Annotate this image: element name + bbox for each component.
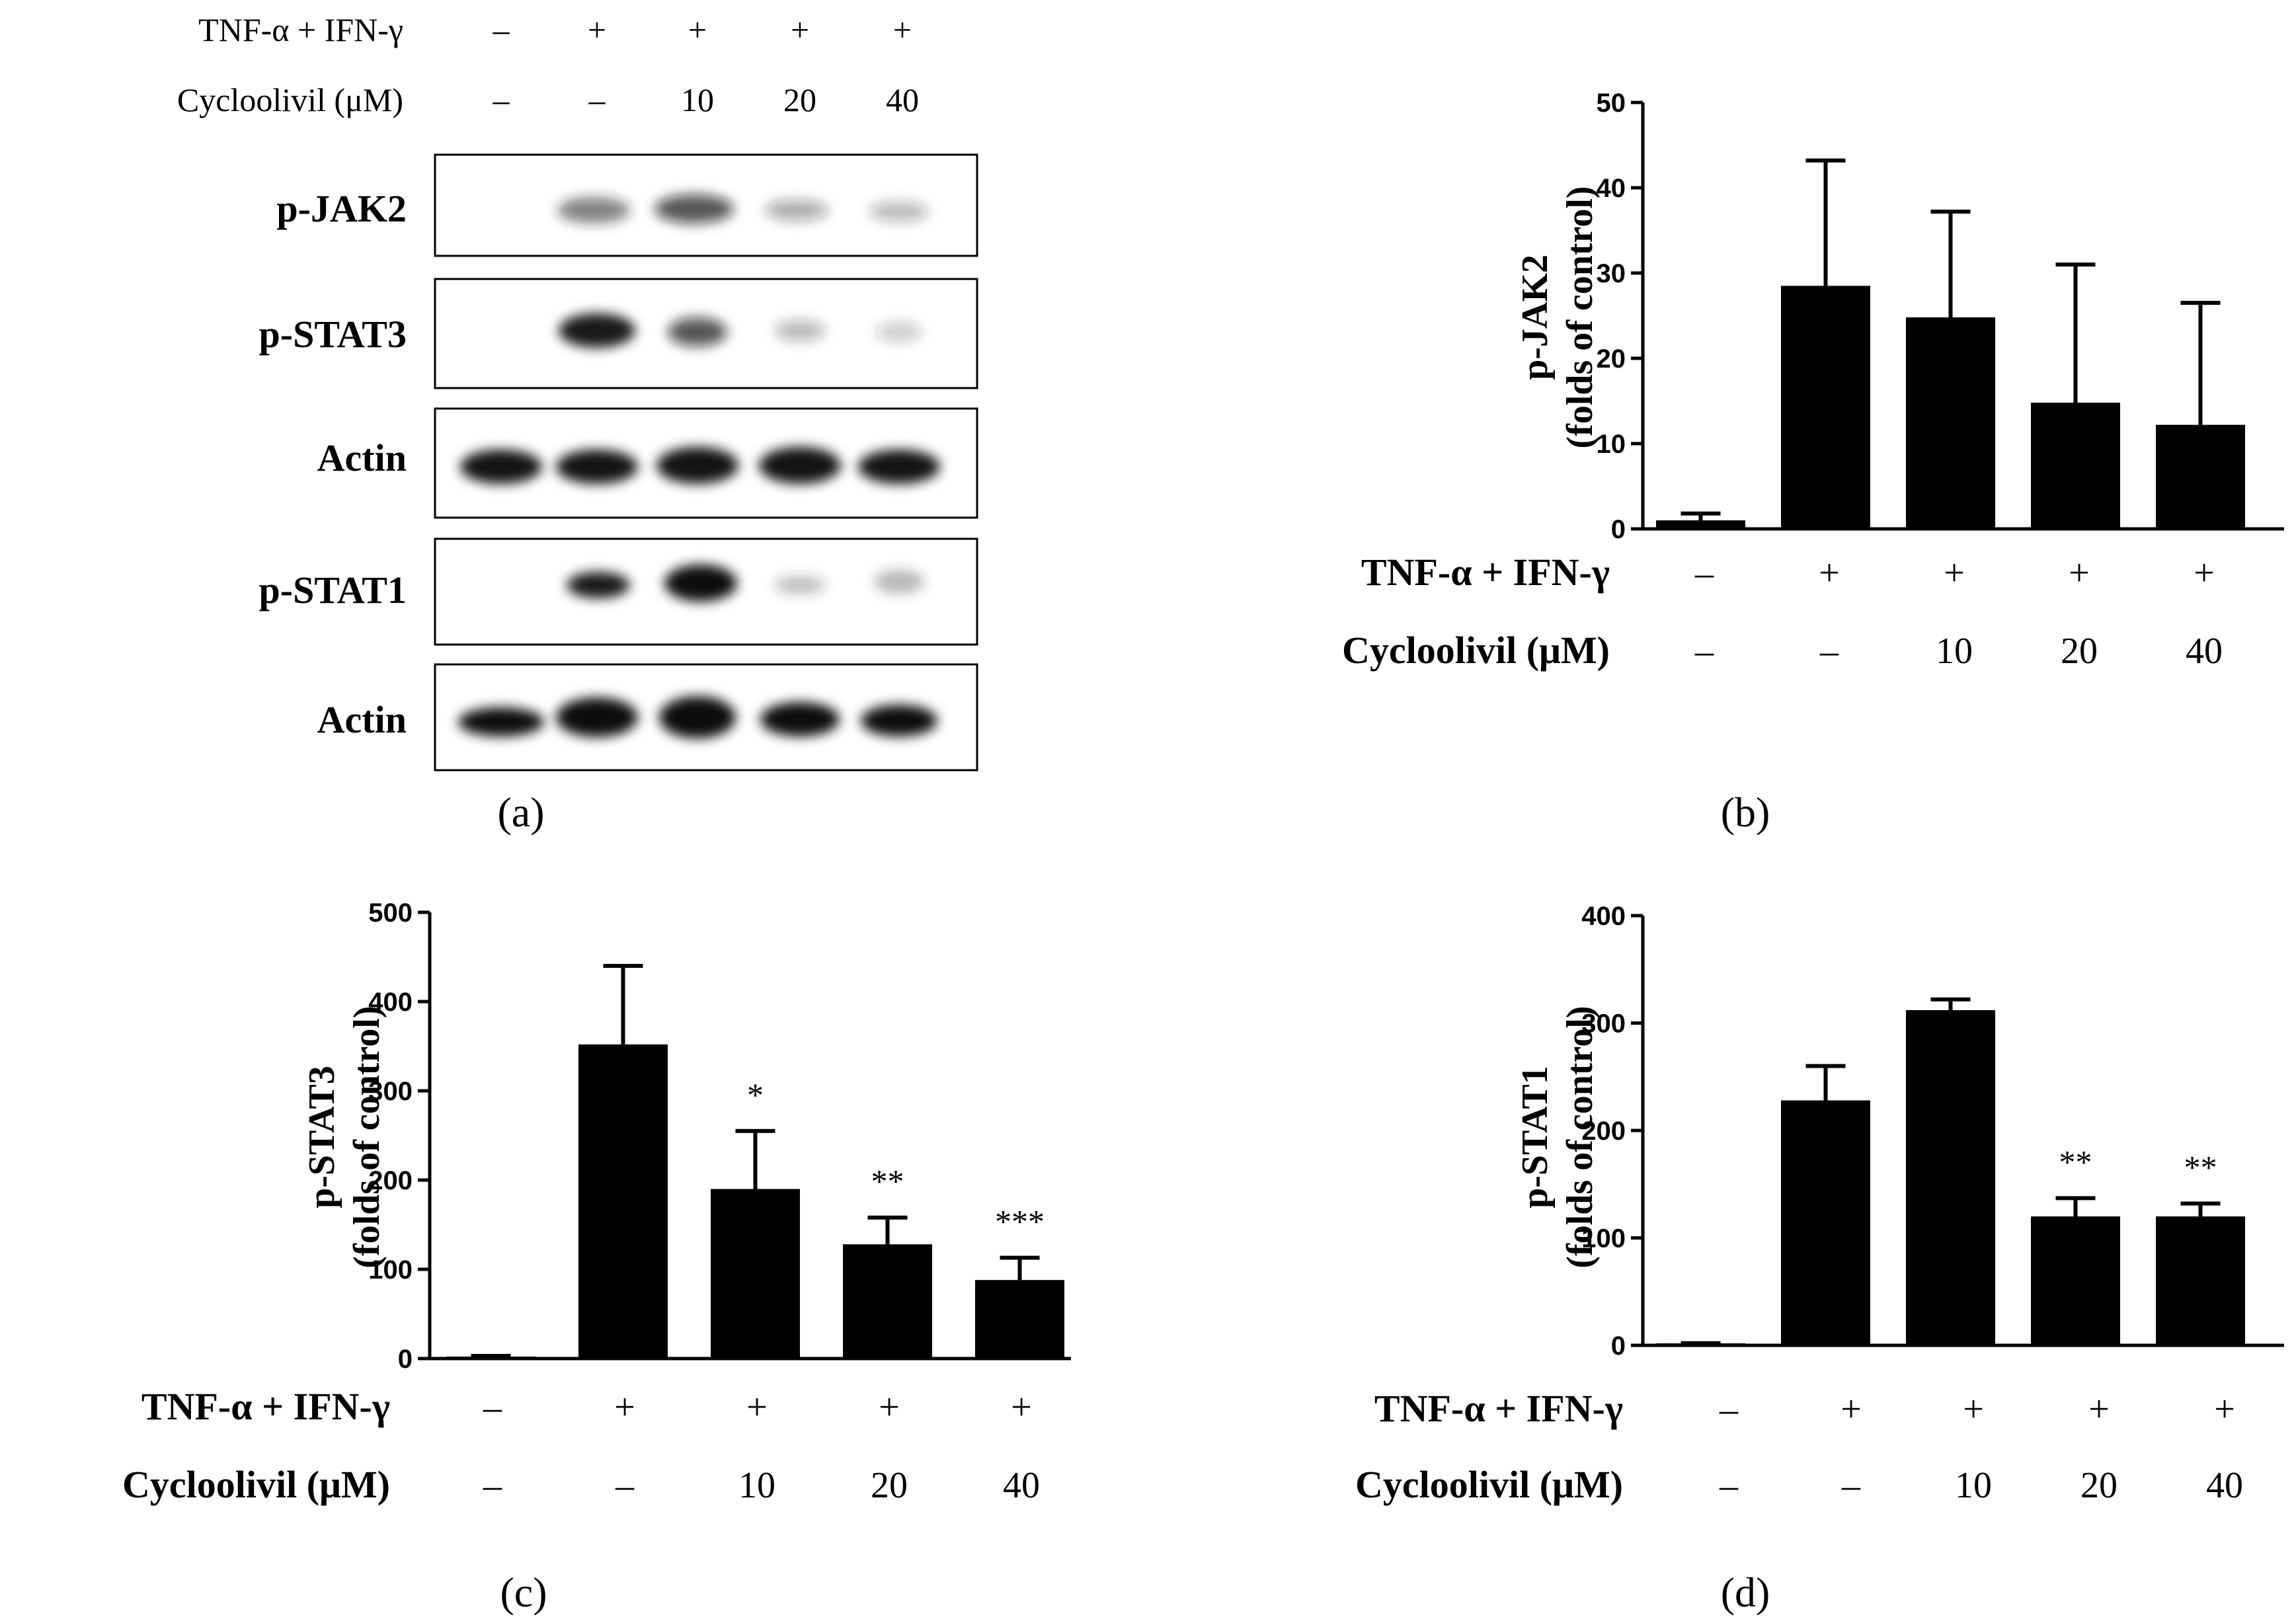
blot-band <box>567 572 630 598</box>
blot-dose-value: – <box>493 81 510 118</box>
blot-row-label: p-STAT3 <box>259 313 407 356</box>
blot-band <box>460 450 542 484</box>
blot-treatment-value: + <box>893 11 912 48</box>
blot-dose-value: 40 <box>886 81 919 118</box>
blot-band <box>559 313 635 348</box>
blot-band <box>775 320 825 341</box>
blot-dose-label: Cycloolivil (μM) <box>177 81 403 118</box>
blot-band <box>659 696 736 738</box>
blot-dose-value: 20 <box>783 81 816 118</box>
blot-band <box>458 707 544 736</box>
blot-row-label: p-STAT1 <box>259 569 407 612</box>
blot-band <box>654 194 734 223</box>
blot-treatment-label: TNF-α + IFN-γ <box>198 11 403 48</box>
blot-treatment-value: + <box>791 11 809 48</box>
panel-label-a: (a) <box>497 789 544 836</box>
blot-band <box>765 200 828 221</box>
blot-row-label: Actin <box>317 436 407 479</box>
blot-band <box>656 447 738 484</box>
blot-band <box>664 565 737 602</box>
blot-band <box>861 705 937 736</box>
blot-band <box>760 702 840 736</box>
blot-band <box>876 322 922 342</box>
blot-band <box>557 197 630 223</box>
blot-band <box>556 450 638 484</box>
blot-row-label: Actin <box>317 698 407 741</box>
blot-band <box>556 697 638 737</box>
blot-band <box>775 576 825 594</box>
blot-dose-value: 10 <box>681 81 714 118</box>
blot-band <box>759 447 841 484</box>
blot-row-label: p-JAK2 <box>276 187 407 230</box>
blot-treatment-value: + <box>588 11 606 48</box>
blot-band <box>869 202 929 221</box>
blot-band <box>668 317 727 346</box>
blot-treatment-value: + <box>688 11 707 48</box>
blot-dose-value: – <box>588 81 606 118</box>
blot-treatment-value: – <box>493 11 510 48</box>
blot-band <box>874 570 924 594</box>
blot-band <box>858 450 940 484</box>
